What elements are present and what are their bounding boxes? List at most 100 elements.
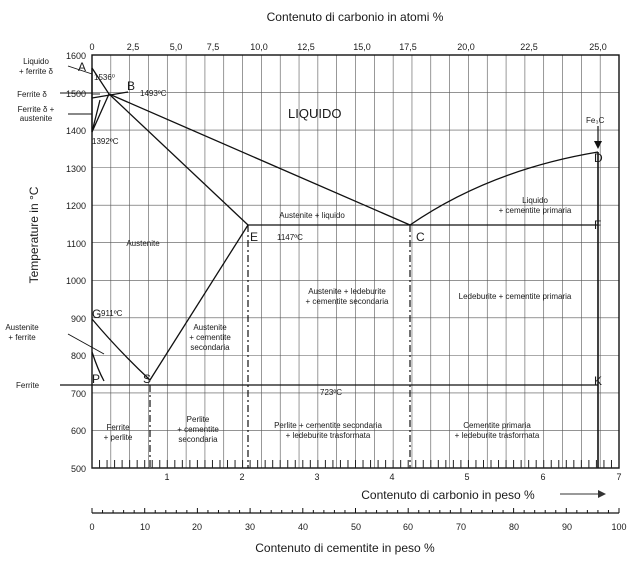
temp-tick: 1400	[66, 126, 86, 136]
dash-dot-lines	[149, 225, 411, 468]
point-e: E	[250, 230, 258, 244]
region-ferrite-delta: Ferrite δ	[17, 90, 47, 99]
cementite-tick: 80	[509, 522, 519, 532]
cementite-tick: 70	[456, 522, 466, 532]
pointer-liquido-ferrite	[67, 65, 93, 75]
mass-percent-ticks: 1 2 3 4 5 6 7	[164, 472, 621, 482]
mass-tick: 2	[239, 472, 244, 482]
temp-tick: 800	[71, 351, 86, 361]
region-labels: LIQUIDO Liquido + ferrite δ Ferrite δ Fe…	[5, 57, 572, 444]
fe3c-arrow-icon	[594, 141, 602, 149]
cementite-tick-labels: 0 10 20 30 40 50 60 70 80 90 100	[89, 522, 626, 532]
atom-tick: 22,5	[520, 42, 538, 52]
cementite-tick: 20	[192, 522, 202, 532]
point-p: P	[92, 372, 100, 386]
region-liquido-ferrite: + ferrite δ	[19, 67, 54, 76]
temp-tick: 1200	[66, 201, 86, 211]
atom-tick: 25,0	[589, 42, 607, 52]
fe3c-label: Fe₃C	[586, 116, 605, 125]
temp-1536: 1536⁰	[94, 73, 115, 82]
temp-1493: 1493ºC	[140, 89, 167, 98]
region-austenite-cementite: secondaria	[190, 343, 230, 352]
point-b: B	[127, 79, 135, 93]
liquidus-cd	[409, 151, 599, 226]
pointer-aust-ferrite	[67, 333, 105, 355]
mass-axis-title: Contenuto di carbonio in peso %	[361, 488, 535, 502]
cementite-axis-title: Contenuto di cementite in peso %	[255, 541, 435, 555]
region-ferrite: Ferrite	[16, 381, 40, 390]
temp-tick: 1300	[66, 164, 86, 174]
cementite-tick: 50	[351, 522, 361, 532]
acm-line	[149, 224, 249, 381]
cementite-tick: 0	[89, 522, 94, 532]
temp-911: 911ºC	[101, 309, 123, 318]
point-d: D	[594, 151, 603, 165]
mass-tick: 6	[540, 472, 545, 482]
temperature-ticks: 1600 1500 1400 1300 1200 1100 1000 900 8…	[66, 51, 86, 474]
temperature-annotations: 1536⁰ 1493ºC 1392ºC 1147ºC 911ºC 723ºC	[92, 73, 342, 397]
atom-tick: 17,5	[399, 42, 417, 52]
mass-tick: 1	[164, 472, 169, 482]
region-austenite-ferrite: + ferrite	[8, 333, 36, 342]
region-ferrite-perlite: Ferrite	[106, 423, 130, 432]
region-austenite-ledeburite: Austenite + ledeburite	[308, 287, 386, 296]
region-ledeburite-cementite: Ledeburite + cementite primaria	[459, 292, 572, 301]
temp-tick: 900	[71, 314, 86, 324]
point-a: A	[78, 60, 86, 74]
atom-tick: 0	[89, 42, 94, 52]
cementite-tick: 10	[140, 522, 150, 532]
temp-723: 723ºC	[320, 388, 342, 397]
phase-lines	[60, 67, 599, 468]
point-labels: A B C D E F G K P S Fe₃C	[78, 60, 605, 388]
delta-aust-boundary-2	[91, 99, 101, 133]
region-austenite: Austenite	[126, 239, 160, 248]
region-ferrite-austenite: Ferrite δ +	[18, 105, 55, 114]
cementite-tick: 30	[245, 522, 255, 532]
temp-1147: 1147ºC	[277, 233, 303, 242]
mass-tick: 5	[464, 472, 469, 482]
point-s: S	[143, 372, 151, 386]
mass-tick: 4	[389, 472, 394, 482]
region-perlite-cementite: Perlite	[187, 415, 210, 424]
mass-minor-ticks	[91, 460, 620, 468]
grid	[92, 55, 619, 468]
temp-tick: 600	[71, 426, 86, 436]
y-axis-title: Temperature in °C	[27, 186, 41, 283]
atom-tick: 15,0	[353, 42, 371, 52]
cementite-tick: 90	[562, 522, 572, 532]
delta-aust-boundary	[91, 93, 110, 133]
region-perlite-cementite: + cementite	[177, 425, 219, 434]
point-c: C	[416, 230, 425, 244]
mass-tick: 3	[314, 472, 319, 482]
temp-tick: 700	[71, 389, 86, 399]
region-austenite-ledeburite: + cementite secondaria	[306, 297, 389, 306]
temp-tick: 1600	[66, 51, 86, 61]
temp-1392: 1392ºC	[92, 137, 119, 146]
temp-tick: 1500	[66, 89, 86, 99]
cementite-tick: 60	[403, 522, 413, 532]
region-austenite-ferrite: Austenite	[5, 323, 39, 332]
region-cementite-ledeburite: Cementite primaria	[463, 421, 531, 430]
atom-tick: 10,0	[250, 42, 268, 52]
region-liquido: LIQUIDO	[288, 106, 341, 121]
region-liquido-cementite: + cementite primaria	[499, 206, 572, 215]
region-liquido-ferrite: Liquido	[23, 57, 49, 66]
point-k: K	[594, 374, 602, 388]
atom-tick: 7,5	[207, 42, 220, 52]
region-ferrite-perlite: + perlite	[104, 433, 133, 442]
region-cementite-ledeburite: + ledeburite trasformata	[455, 431, 540, 440]
cementite-tick: 100	[611, 522, 626, 532]
point-g: G	[92, 307, 101, 321]
temp-tick: 500	[71, 464, 86, 474]
region-perlite-ledeburite: Perlite + cementite secondaria	[274, 421, 382, 430]
atom-tick: 12,5	[297, 42, 315, 52]
atom-tick: 5,0	[170, 42, 183, 52]
region-perlite-cementite: secondaria	[178, 435, 218, 444]
temp-tick: 1000	[66, 276, 86, 286]
side-pointers	[60, 65, 105, 355]
point-f: F	[594, 218, 601, 232]
cementite-axis-ticks	[91, 508, 620, 513]
cementite-tick: 40	[298, 522, 308, 532]
